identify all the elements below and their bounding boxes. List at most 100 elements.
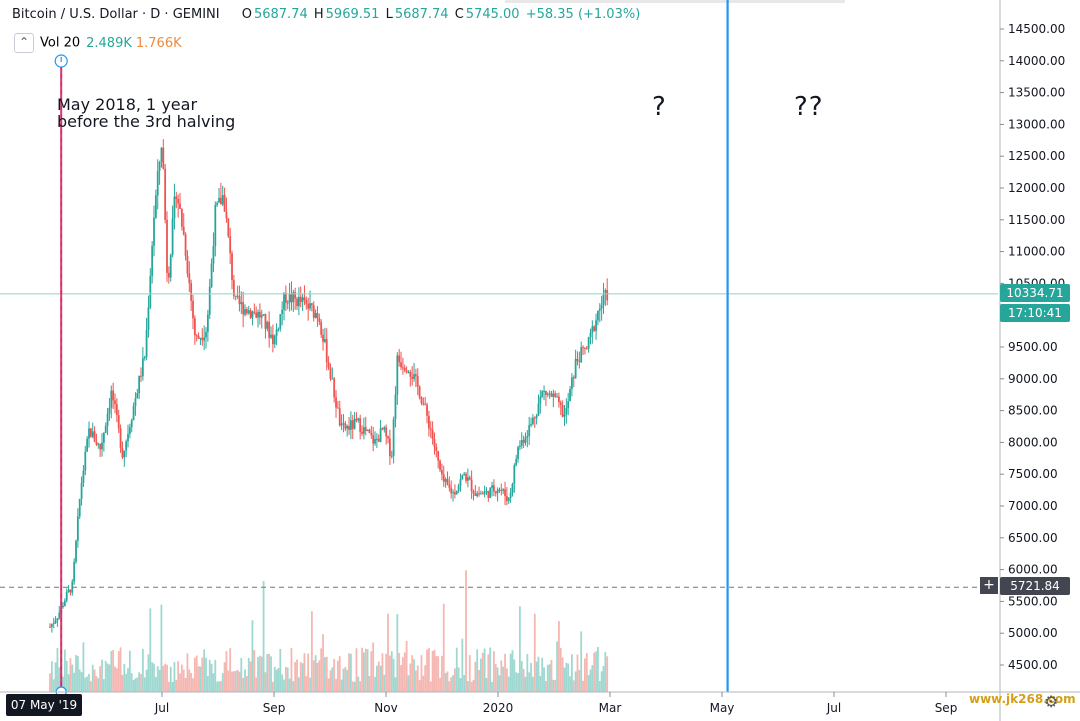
volume-bar [556,641,558,692]
volume-bar [147,654,150,692]
candle-body [297,296,300,307]
candle-body [587,337,590,349]
candle-body [372,435,375,444]
volume-bar [602,666,605,692]
volume-bar [517,673,519,692]
chevron-up-icon[interactable]: ⌃ [14,33,34,53]
low-label: L [385,7,393,22]
volume-bar [283,679,285,692]
volume-bar [355,648,358,692]
candle-body [606,290,609,301]
price-tick-label: 13500.00 [1008,86,1065,100]
candle-body [387,436,389,439]
volume-bar [166,664,168,692]
candle-body [595,320,597,331]
candle-body [58,612,61,619]
candle-body [271,334,274,345]
volume-bar [104,660,107,692]
candle-body [301,297,304,302]
candle-body [567,401,570,409]
candle-body [69,589,72,593]
candle-body [420,397,423,404]
volume-bar [303,653,306,692]
candle-body [442,474,445,482]
volume-bar [162,665,165,692]
volume-bar [171,681,174,692]
volume-bar [362,652,365,692]
price-tick-label: 9500.00 [1008,340,1058,354]
candle-body [448,484,451,488]
volume-bar [370,651,373,692]
candle-body [457,485,460,491]
candle-body [93,431,96,442]
candle-body [221,195,224,205]
candle-body [366,429,369,431]
candle-body [578,360,581,363]
volume-bar [219,681,222,692]
crosshair-price-tag: 5721.84 [1000,577,1070,595]
volume-bar [65,660,68,692]
volume-bar [86,676,89,692]
candle-body [541,391,544,397]
candle-body [517,446,519,459]
volume-bar [143,677,146,692]
volume-bar [186,653,189,692]
volume-bar [238,671,241,692]
volume-bar [338,656,341,692]
volume-bar [73,672,76,692]
volume-bar [225,651,228,692]
halving-annotation[interactable]: May 2018, 1 year before the 3rd halving [57,95,236,131]
candle-body [558,396,560,403]
volume-bar [128,650,131,692]
candle-body [225,211,228,219]
volume-bar [541,657,544,692]
volume-bar [506,668,508,692]
candle-body [368,429,371,434]
volume-bar [336,660,339,692]
candle-body [316,312,319,319]
candle-body [49,626,51,628]
candle-body [446,479,449,485]
volume-label[interactable]: Vol 20 [40,35,81,51]
candle-body [452,492,454,494]
volume-bar [184,678,187,692]
candle-body [212,246,215,264]
price-tick-label: 9000.00 [1008,372,1058,386]
volume-bar [582,680,584,692]
candle-body [530,423,532,426]
candle-body [305,299,308,304]
volume-bar [260,656,263,692]
volume-bar [127,668,129,692]
volume-bar [390,651,393,692]
volume-bar [244,669,246,692]
volume-bar [413,659,415,692]
candle-body [158,162,161,172]
gear-icon[interactable]: ⚙ [1044,692,1059,711]
candle-body [535,415,538,418]
candle-body [303,297,306,300]
candle-body [470,479,473,492]
symbol-title[interactable]: Bitcoin / U.S. Dollar · D · GEMINI [12,7,220,22]
volume-bar [232,671,235,692]
question-annotation-2[interactable]: ?? [794,92,824,122]
candle-body [502,489,505,491]
volume-bar [54,662,57,692]
candle-body [97,443,100,445]
candle-body [238,296,241,305]
candle-body [284,293,287,303]
volume-bar [480,658,482,692]
volume-bar [491,681,493,692]
candle-body [127,433,129,442]
candle-body [576,358,579,361]
question-annotation-1[interactable]: ? [652,92,666,122]
candle-body [286,302,289,304]
candle-body [370,433,373,436]
candle-body [572,377,575,379]
candle-body [292,292,295,303]
volume-bar [431,650,434,692]
volume-bar [500,660,503,692]
candle-body [504,489,506,497]
candle-body [487,491,490,498]
plus-icon[interactable]: + [980,577,998,594]
volume-bar [455,647,458,692]
